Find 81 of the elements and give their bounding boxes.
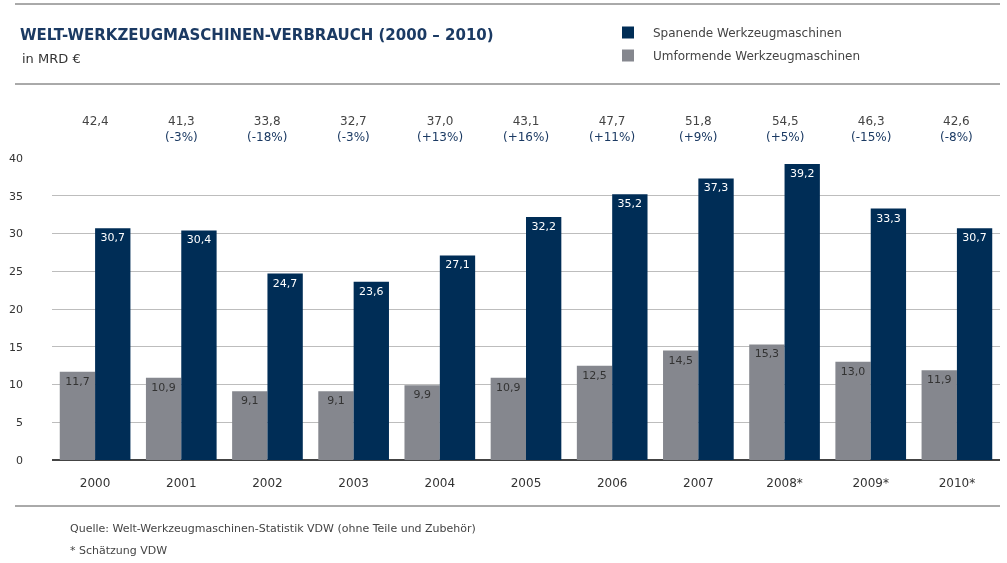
x-tick-label: 2004 xyxy=(424,476,456,490)
text: 42,4 xyxy=(82,114,109,128)
data-label: 13,0 xyxy=(840,364,866,378)
x-tick-label: 2009* xyxy=(852,476,889,490)
y-tick-label: 30 xyxy=(9,227,23,241)
data-label: 33,3 xyxy=(876,211,901,225)
x-tick-label: 2003 xyxy=(338,476,369,490)
x-tick-label: 2010* xyxy=(938,476,976,490)
data-label: 11,7 xyxy=(65,374,90,388)
x-tick-label: 2000 xyxy=(79,476,111,490)
text: 47,7 (+11%) xyxy=(589,114,636,144)
bar xyxy=(921,370,957,460)
x-tick-label: 2007 xyxy=(683,476,714,490)
data-label: 9,1 xyxy=(241,394,259,408)
bar xyxy=(267,273,303,460)
y-tick-label: 10 xyxy=(9,378,23,392)
data-label: 30,4 xyxy=(186,233,212,247)
y-tick-label: 25 xyxy=(9,265,23,279)
bar xyxy=(181,230,217,460)
y-tick-label: 0 xyxy=(16,453,23,467)
source-note: Quelle: Welt-Werkzeugmaschinen-Statistik VDW (ohne Teile und Zubehör) xyxy=(70,522,476,535)
chart-title: WELT-WERKZEUGMASCHINEN-VERBRAUCH (2000 – 2010) xyxy=(20,26,494,45)
chart-subtitle: in MRD € xyxy=(22,51,81,66)
data-label: 39,2 xyxy=(789,167,815,181)
bar xyxy=(749,344,785,460)
data-label: 12,5 xyxy=(582,368,607,382)
x-tick-label: 2008* xyxy=(766,476,803,490)
data-label: 9,1 xyxy=(327,394,345,408)
bar xyxy=(956,228,993,460)
legend-label: Spanende Werkzeugmaschinen xyxy=(653,26,842,41)
y-tick-label: 40 xyxy=(9,151,23,165)
y-tick-label: 15 xyxy=(9,340,23,354)
bar xyxy=(576,365,613,460)
text: 54,5 (+5%) xyxy=(766,114,805,144)
bar xyxy=(145,377,182,460)
data-label: 37,3 xyxy=(703,181,729,195)
text: 41,3 (-3%) xyxy=(165,114,198,144)
data-label: 35,2 xyxy=(617,197,643,211)
data-label: 10,9 xyxy=(151,380,176,394)
data-label: 30,7 xyxy=(100,231,126,245)
bar xyxy=(59,371,96,460)
data-label: 14,5 xyxy=(668,353,693,367)
legend-label: Umformende Werkzeugmaschinen xyxy=(653,49,861,64)
text: 42,6 (-8%) xyxy=(940,114,973,144)
x-tick-label: 2002 xyxy=(252,476,283,490)
data-label: 24,7 xyxy=(272,276,298,290)
bar xyxy=(784,164,820,460)
y-tick-label: 20 xyxy=(9,302,23,316)
bar xyxy=(318,391,354,460)
bar xyxy=(835,361,871,460)
bar xyxy=(698,178,734,460)
bar xyxy=(439,255,476,460)
x-tick-label: 2001 xyxy=(166,476,197,490)
bar xyxy=(526,216,562,460)
data-label: 11,9 xyxy=(926,373,952,387)
data-label: 23,6 xyxy=(359,284,384,298)
text: 46,3 (-15%) xyxy=(851,114,892,144)
x-tick-label: 2006 xyxy=(596,476,628,490)
data-label: 27,1 xyxy=(445,258,470,272)
x-tick-label: 2005 xyxy=(510,476,542,490)
text: 37,0 (+13%) xyxy=(417,114,464,144)
bar xyxy=(232,391,268,460)
bar xyxy=(404,385,440,460)
y-tick-label: 5 xyxy=(16,416,23,430)
bar xyxy=(663,350,699,460)
bar xyxy=(353,281,389,460)
text: 33,8 (-18%) xyxy=(247,114,288,144)
text: 32,7 (-3%) xyxy=(337,114,370,144)
data-label: 30,7 xyxy=(962,231,987,245)
bar xyxy=(95,228,131,460)
text: 51,8 (+9%) xyxy=(679,114,718,144)
y-tick-label: 35 xyxy=(9,189,23,203)
data-label: 15,3 xyxy=(754,347,780,361)
data-label: 10,9 xyxy=(496,380,521,394)
bar xyxy=(870,208,907,460)
data-label: 9,9 xyxy=(413,388,431,402)
text: * Schätzung VDW xyxy=(70,544,168,557)
data-label: 32,2 xyxy=(531,219,556,233)
text: 43,1 (+16%) xyxy=(503,114,550,144)
bar xyxy=(612,194,648,460)
bar xyxy=(490,377,526,460)
